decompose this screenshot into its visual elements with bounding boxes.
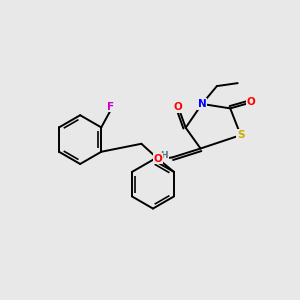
Text: S: S <box>237 130 244 140</box>
Text: O: O <box>247 98 255 107</box>
Text: O: O <box>174 102 183 112</box>
Text: F: F <box>106 102 114 112</box>
Text: O: O <box>153 154 162 164</box>
Text: H: H <box>160 151 168 160</box>
Text: N: N <box>198 99 206 109</box>
